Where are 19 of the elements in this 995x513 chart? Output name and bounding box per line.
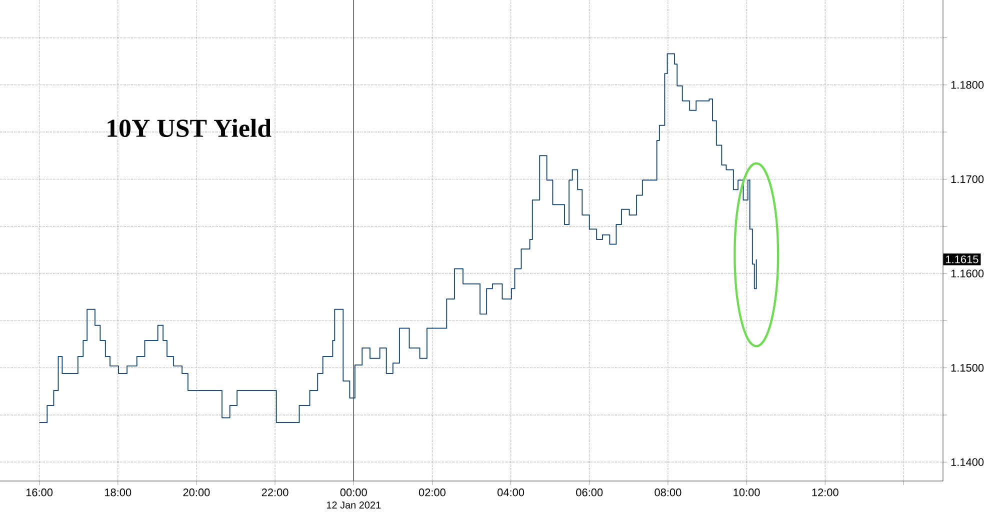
x-tick-label: 02:00 [418,488,446,496]
text: 12 Jan 2021 [326,502,381,509]
text: 1.1615 [946,255,978,264]
x-tick-label: 00:00 [340,488,367,496]
x-tick-label: 18:00 [104,488,132,496]
x-tick-label: 16:00 [26,488,53,496]
text: 10Y UST Yield [108,118,272,138]
x-tick-label: 12:00 [812,488,838,496]
x-tick-label: 10:00 [734,488,760,496]
x-tick-label: 20:00 [183,488,210,496]
y-tick-label: 1.1800 [951,81,984,89]
y-tick-label: 1.1700 [951,175,984,184]
y-tick-label: 1.1500 [951,364,984,372]
x-tick-label: 08:00 [654,488,682,496]
y-tick-label: 1.1600 [951,270,984,278]
x-tick-label: 22:00 [262,488,288,496]
y-tick-label: 1.1400 [951,458,984,466]
x-tick-label: 06:00 [576,488,603,496]
x-tick-label: 04:00 [498,488,524,496]
